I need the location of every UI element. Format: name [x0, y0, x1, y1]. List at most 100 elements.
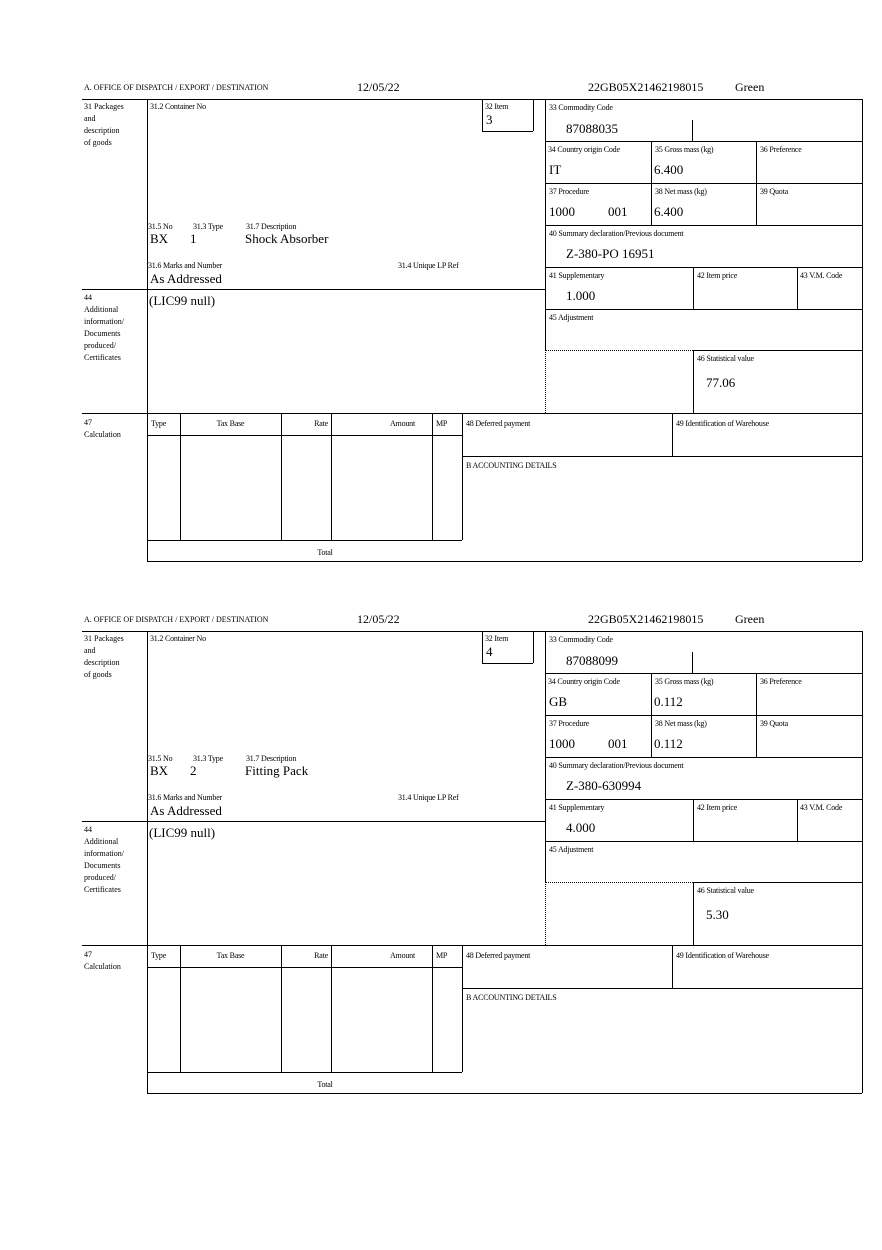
- country-origin-value: GB: [549, 694, 568, 709]
- item-price-label: 42 Item price: [697, 803, 738, 812]
- adjustment-label: 45 Adjustment: [549, 845, 594, 854]
- calc-col-mp: MP: [436, 419, 448, 428]
- net-mass-value: 0.112: [654, 736, 683, 751]
- country-origin-label: 34 Country origin Code: [548, 145, 620, 154]
- additional-info-label: 44 Additional information/Documents produce…: [84, 293, 124, 362]
- type-label: 31.3 Type: [193, 222, 223, 231]
- accounting-details-label: B ACCOUNTING DETAILS: [466, 461, 557, 470]
- procedure-extra-value: 001: [608, 736, 628, 751]
- additional-info-value: (LIC99 null): [149, 825, 216, 840]
- gross-mass-label: 35 Gross mass (kg): [655, 677, 714, 686]
- warehouse-label: 49 Identification of Warehouse: [676, 419, 769, 428]
- unique-lp-ref-label: 31.4 Unique LP Ref: [398, 793, 459, 802]
- reference: 22GB05X21462198015: [588, 80, 704, 94]
- type-label: 31.3 Type: [193, 754, 223, 763]
- marks-value: As Addressed: [150, 271, 222, 286]
- vm-code-label: 43 V.M. Code: [800, 803, 843, 812]
- description-label: 31.7 Description: [246, 222, 297, 231]
- net-mass-label: 38 Net mass (kg): [655, 719, 707, 728]
- procedure-value: 1000: [549, 204, 575, 219]
- marks-value: As Addressed: [150, 803, 222, 818]
- commodity-code-value: 87088035: [566, 121, 618, 136]
- office-heading: A. OFFICE OF DISPATCH / EXPORT / DESTINA…: [84, 615, 269, 624]
- calc-col-mp: MP: [436, 951, 448, 960]
- procedure-label: 37 Procedure: [549, 187, 590, 196]
- procedure-value: 1000: [549, 736, 575, 751]
- country-origin-value: IT: [549, 162, 562, 177]
- adjustment-label: 45 Adjustment: [549, 313, 594, 322]
- gross-mass-value: 0.112: [654, 694, 683, 709]
- vm-code-label: 43 V.M. Code: [800, 271, 843, 280]
- package-count: 2: [190, 763, 197, 778]
- total-label: Total: [317, 1080, 333, 1089]
- marks-label: 31.6 Marks and Number: [148, 261, 223, 270]
- item-value: 4: [486, 644, 493, 659]
- description-label: 31.7 Description: [246, 754, 297, 763]
- reference: 22GB05X21462198015: [588, 612, 704, 626]
- accounting-details-label: B ACCOUNTING DETAILS: [466, 993, 557, 1002]
- date: 12/05/22: [357, 612, 400, 626]
- package-kind: BX: [150, 763, 169, 778]
- quota-label: 39 Quota: [760, 187, 788, 196]
- deferred-payment-label: 48 Deferred payment: [466, 419, 531, 428]
- date: 12/05/22: [357, 80, 400, 94]
- customs-item-form: A. OFFICE OF DISPATCH / EXPORT / DESTINA…: [0, 80, 882, 580]
- container-no-label: 31.2 Container No: [150, 634, 206, 643]
- marks-label: 31.6 Marks and Number: [148, 793, 223, 802]
- calc-col-tax-base: Tax Base: [216, 419, 245, 428]
- net-mass-value: 6.400: [654, 204, 684, 219]
- calc-col-type: Type: [151, 419, 167, 428]
- statistical-value: 77.06: [706, 375, 736, 390]
- previous-document-value: Z-380-630994: [566, 778, 642, 793]
- preference-label: 36 Preference: [760, 677, 802, 686]
- summary-declaration-label: 40 Summary declaration/Previous document: [549, 761, 684, 770]
- customs-item-form: A. OFFICE OF DISPATCH / EXPORT / DESTINA…: [0, 612, 882, 1112]
- route: Green: [735, 612, 765, 626]
- commodity-code-label: 33 Commodity Code: [549, 103, 613, 112]
- item-label: 32 Item: [485, 102, 509, 111]
- procedure-extra-value: 001: [608, 204, 628, 219]
- procedure-label: 37 Procedure: [549, 719, 590, 728]
- quota-label: 39 Quota: [760, 719, 788, 728]
- office-heading: A. OFFICE OF DISPATCH / EXPORT / DESTINA…: [84, 83, 269, 92]
- total-label: Total: [317, 548, 333, 557]
- description-value: Fitting Pack: [245, 763, 309, 778]
- calc-col-amount: Amount: [389, 951, 415, 960]
- supplementary-value: 4.000: [566, 820, 596, 835]
- calculation-label: 47 Calculation: [84, 418, 121, 439]
- calc-col-type: Type: [151, 951, 167, 960]
- supplementary-label: 41 Supplementary: [549, 271, 605, 280]
- previous-document-value: Z-380-PO 16951: [566, 246, 655, 261]
- route: Green: [735, 80, 765, 94]
- supplementary-value: 1.000: [566, 288, 596, 303]
- no-label: 31.5 No: [148, 222, 173, 231]
- item-price-label: 42 Item price: [697, 271, 738, 280]
- calc-col-rate: Rate: [314, 951, 328, 960]
- net-mass-label: 38 Net mass (kg): [655, 187, 707, 196]
- no-label: 31.5 No: [148, 754, 173, 763]
- gross-mass-value: 6.400: [654, 162, 684, 177]
- description-value: Shock Absorber: [245, 231, 329, 246]
- supplementary-label: 41 Supplementary: [549, 803, 605, 812]
- calc-col-tax-base: Tax Base: [216, 951, 245, 960]
- commodity-code-value: 87088099: [566, 653, 618, 668]
- package-kind: BX: [150, 231, 169, 246]
- country-origin-label: 34 Country origin Code: [548, 677, 620, 686]
- summary-declaration-label: 40 Summary declaration/Previous document: [549, 229, 684, 238]
- packages-label: 31 Packages and description of goods: [84, 102, 124, 147]
- unique-lp-ref-label: 31.4 Unique LP Ref: [398, 261, 459, 270]
- statistical-value-label: 46 Statistical value: [697, 886, 754, 895]
- preference-label: 36 Preference: [760, 145, 802, 154]
- statistical-value-label: 46 Statistical value: [697, 354, 754, 363]
- item-label: 32 Item: [485, 634, 509, 643]
- calculation-label: 47 Calculation: [84, 950, 121, 971]
- container-no-label: 31.2 Container No: [150, 102, 206, 111]
- commodity-code-label: 33 Commodity Code: [549, 635, 613, 644]
- warehouse-label: 49 Identification of Warehouse: [676, 951, 769, 960]
- packages-label: 31 Packages and description of goods: [84, 634, 124, 679]
- calc-col-rate: Rate: [314, 419, 328, 428]
- deferred-payment-label: 48 Deferred payment: [466, 951, 531, 960]
- additional-info-label: 44 Additional information/Documents produce…: [84, 825, 124, 894]
- additional-info-value: (LIC99 null): [149, 293, 216, 308]
